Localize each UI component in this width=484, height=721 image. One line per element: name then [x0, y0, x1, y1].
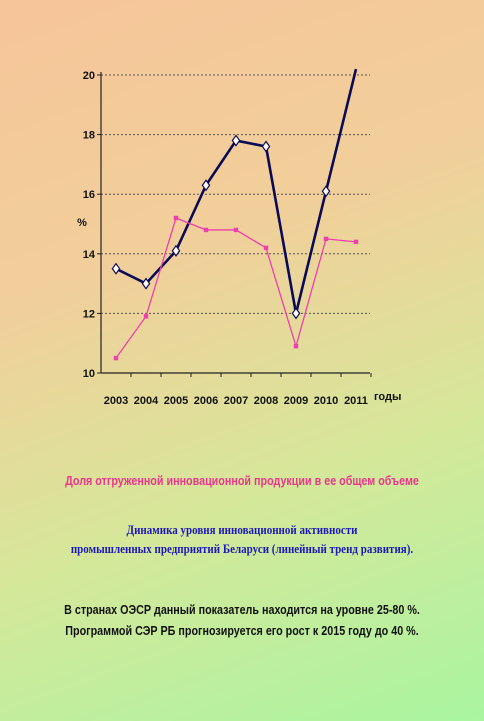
- data-point: [323, 236, 329, 242]
- x-tick-label: 2011: [344, 395, 368, 407]
- caption-blue: Динамика уровня инновационной активности…: [29, 521, 455, 559]
- data-point: [293, 343, 299, 349]
- y-tick-label: 18: [83, 130, 95, 142]
- series-line: [115, 68, 358, 315]
- data-point: [143, 314, 149, 319]
- data-point: [141, 277, 151, 290]
- x-axis-label: годы: [374, 391, 401, 403]
- x-tick-label: 2006: [194, 395, 218, 407]
- data-point: [291, 307, 301, 320]
- data-point: [203, 227, 209, 233]
- x-tick-label: 2008: [254, 395, 278, 407]
- y-tick-label: 10: [83, 368, 95, 380]
- x-tick-label: 2009: [284, 395, 308, 407]
- caption-blue-line-2: промышленных предприятий Беларуси (линей…: [70, 542, 414, 556]
- data-point: [171, 244, 181, 257]
- data-point: [353, 239, 359, 245]
- data-point: [201, 179, 211, 192]
- data-point: [321, 185, 331, 198]
- data-point: [233, 227, 239, 233]
- x-tick-label: 2005: [164, 395, 188, 407]
- y-axis-label: %: [77, 217, 87, 229]
- data-point: [231, 134, 241, 147]
- y-tick-label: 14: [83, 249, 96, 261]
- oecd-note: В странах ОЭСР данный показатель находит…: [34, 600, 450, 642]
- data-point: [173, 215, 179, 221]
- note-line-1: В странах ОЭСР данный показатель находит…: [64, 603, 420, 617]
- series-2: [113, 215, 359, 361]
- data-point: [261, 140, 271, 153]
- x-tick-label: 2010: [314, 395, 338, 407]
- y-tick-label: 16: [83, 189, 95, 201]
- gridlines: [101, 74, 370, 314]
- series-1: [111, 68, 358, 320]
- caption-blue-line-1: Динамика уровня инновационной активности: [126, 523, 358, 537]
- series-line: [115, 217, 357, 359]
- x-tick-label: 2004: [134, 395, 159, 407]
- data-point: [263, 245, 269, 251]
- caption-pink: Доля отгруженной инновационной продукции…: [65, 474, 419, 488]
- x-tick-label: 2007: [224, 395, 248, 407]
- y-axis: 10 12 14 16 18 20: [83, 70, 102, 380]
- data-point: [111, 262, 121, 275]
- x-tick-label: 2003: [104, 395, 128, 407]
- x-axis: 2003 2004 2005 2006 2007 2008 2009 2010 2011: [101, 372, 372, 407]
- series-group: [111, 68, 359, 361]
- note-line-2: Программой СЭР РБ прогнозируется его рос…: [65, 624, 419, 638]
- y-tick-label: 12: [83, 308, 95, 320]
- y-tick-label: 20: [83, 70, 95, 82]
- data-point: [113, 355, 119, 361]
